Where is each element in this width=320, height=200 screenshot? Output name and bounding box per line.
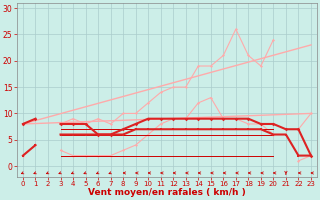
- X-axis label: Vent moyen/en rafales ( km/h ): Vent moyen/en rafales ( km/h ): [88, 188, 246, 197]
